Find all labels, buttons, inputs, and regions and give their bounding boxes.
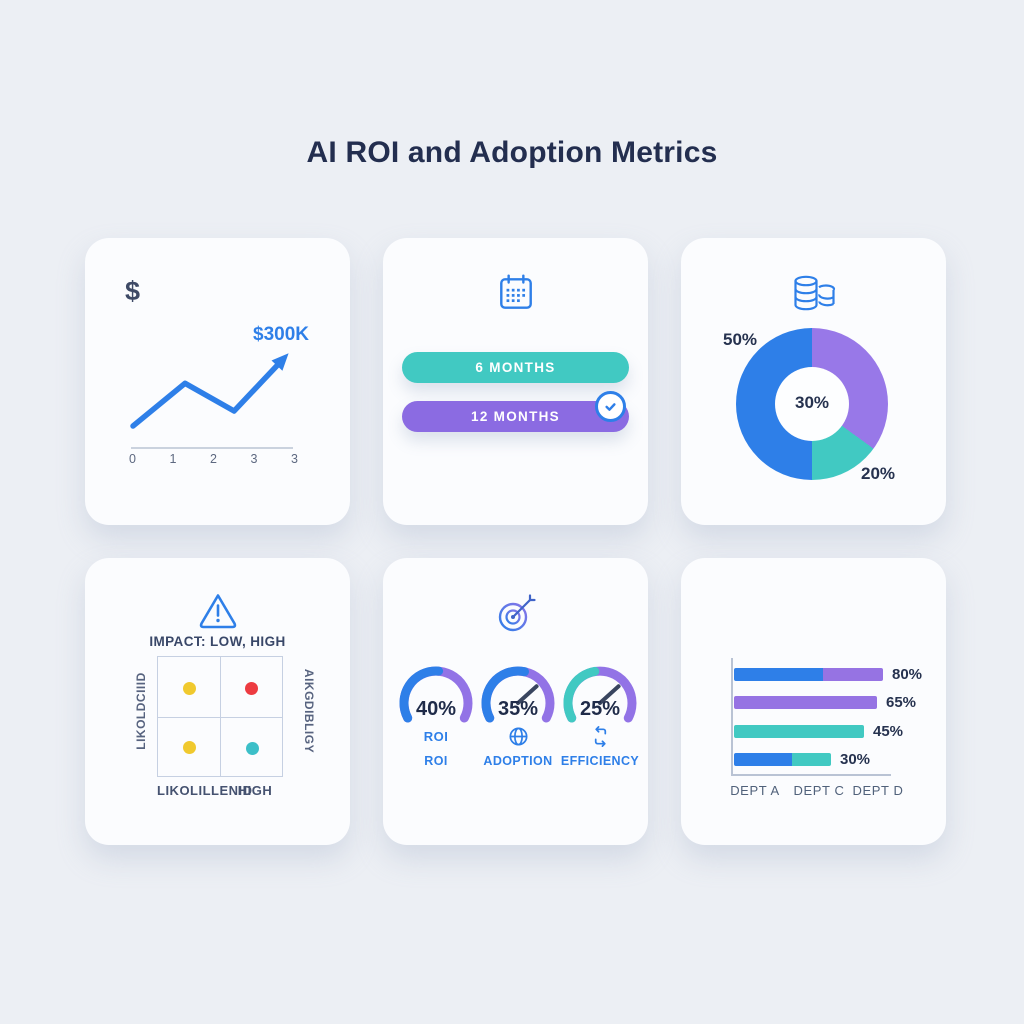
card-kpi-gauges: 40% 35% 25% ROI	[383, 558, 648, 845]
slice-label-blue: 50%	[723, 330, 758, 349]
x-tick-label: 2	[210, 452, 217, 466]
option-label: 6 MONTHS	[475, 360, 556, 375]
bar-segment	[734, 725, 864, 738]
matrix-right-axis-label: AIKGDIBLIGY	[302, 668, 316, 754]
bar-segment	[792, 753, 831, 766]
gauge-adoption: 35%	[473, 661, 563, 739]
matrix-hline	[158, 717, 282, 718]
x-axis-ticks: 0 1 2 3 3	[129, 452, 298, 466]
trend-arrow-icon	[271, 353, 289, 371]
target-icon	[493, 594, 536, 637]
x-axis-line	[731, 774, 891, 776]
roi-trend-chart	[130, 353, 293, 449]
bar-value: 30%	[840, 751, 871, 768]
card-budget-donut: 30% 50% 20%	[681, 238, 946, 525]
option-label: 12 MONTHS	[471, 409, 560, 424]
dollar-icon: $	[125, 276, 141, 306]
dept-axis-label: DEPT D	[852, 783, 904, 798]
trend-line	[130, 357, 286, 429]
matrix-x-label: LIKOLILLENID	[157, 783, 253, 798]
bar-value: 65%	[886, 694, 917, 711]
bar-segment	[734, 753, 792, 766]
gauge-arc	[481, 666, 555, 723]
gauge-label-efficiency: EFFICIENCY	[560, 754, 640, 768]
matrix-point	[182, 681, 196, 695]
matrix-grid	[157, 656, 283, 777]
bar-segment	[734, 696, 877, 709]
matrix-point	[245, 741, 259, 755]
gauge-label-roi: ROI	[424, 754, 448, 768]
matrix-point	[244, 681, 258, 695]
check-icon	[605, 403, 616, 411]
matrix-title: IMPACT: LOW, HIGH	[149, 634, 286, 649]
option-6-months[interactable]: 6 MONTHS	[402, 352, 629, 383]
gauge-sub-adoption	[475, 724, 561, 748]
gauge-arc	[399, 666, 473, 723]
gauge-value: 40%	[415, 698, 457, 720]
warning-icon	[199, 594, 236, 629]
card-dept-bars: 80% 65% 45% 30% DEPT A DEPT C DEPT D	[681, 558, 946, 845]
globe-icon	[508, 726, 528, 746]
matrix-point	[182, 740, 196, 754]
donut-center-label: 30%	[794, 393, 830, 412]
bar-segment	[823, 668, 883, 681]
x-tick-label: 0	[129, 452, 136, 466]
roi-value-label: $300K	[253, 324, 309, 345]
gauge-value: 35%	[497, 698, 539, 720]
gauge-roi: 40%	[391, 661, 481, 739]
calendar-icon	[499, 274, 532, 309]
card-roi-growth: $ $300K 0 1 2 3 3	[85, 238, 350, 525]
bar-row: 45%	[734, 723, 904, 740]
donut-ring: 30%	[736, 328, 888, 480]
gauge-label-adoption: ADOPTION	[483, 754, 553, 768]
bar-dept-d	[734, 753, 831, 766]
bar-dept-c	[734, 725, 864, 738]
bar-segment	[734, 668, 823, 681]
bar-dept-a	[734, 668, 883, 681]
card-payback-period: 6 MONTHS 12 MONTHS	[383, 238, 648, 525]
page-title: AI ROI and Adoption Metrics	[306, 136, 718, 169]
bar-value: 80%	[892, 666, 923, 683]
coins-icon	[793, 275, 835, 311]
gauge-sub-efficiency	[557, 724, 643, 748]
x-tick-label: 1	[169, 452, 177, 466]
dept-axis-label: DEPT A	[730, 783, 780, 798]
x-tick-label: 3	[250, 452, 258, 466]
option-12-months[interactable]: 12 MONTHS	[402, 391, 629, 432]
gauge-sub-roi: ROI	[393, 724, 479, 748]
bar-dept-b	[734, 696, 877, 709]
matrix-left-axis-label: LIKOLDCIIID	[134, 672, 148, 750]
bar-row: 30%	[734, 751, 871, 768]
gauge-value: 25%	[579, 698, 621, 720]
y-axis-line	[731, 658, 733, 775]
matrix-vline	[220, 657, 221, 776]
sync-icon	[594, 725, 606, 747]
bar-row: 65%	[734, 694, 917, 711]
check-badge	[595, 391, 626, 422]
bar-value: 45%	[873, 723, 904, 740]
gauge-efficiency: 25%	[555, 661, 645, 739]
dept-axis-label: DEPT C	[793, 783, 845, 798]
slice-label-teal: 20%	[861, 464, 896, 483]
x-tick-label: 3	[291, 452, 298, 466]
card-risk-matrix: IMPACT: LOW, HIGH LIKOLDCIIID AIKGDIBLIG…	[85, 558, 350, 845]
gauge-arc	[563, 666, 637, 723]
bar-row: 80%	[734, 666, 923, 683]
matrix-x-label: HIGH	[237, 783, 273, 798]
donut-hole: 30%	[775, 367, 849, 441]
gauge-sub-text: ROI	[423, 728, 449, 744]
